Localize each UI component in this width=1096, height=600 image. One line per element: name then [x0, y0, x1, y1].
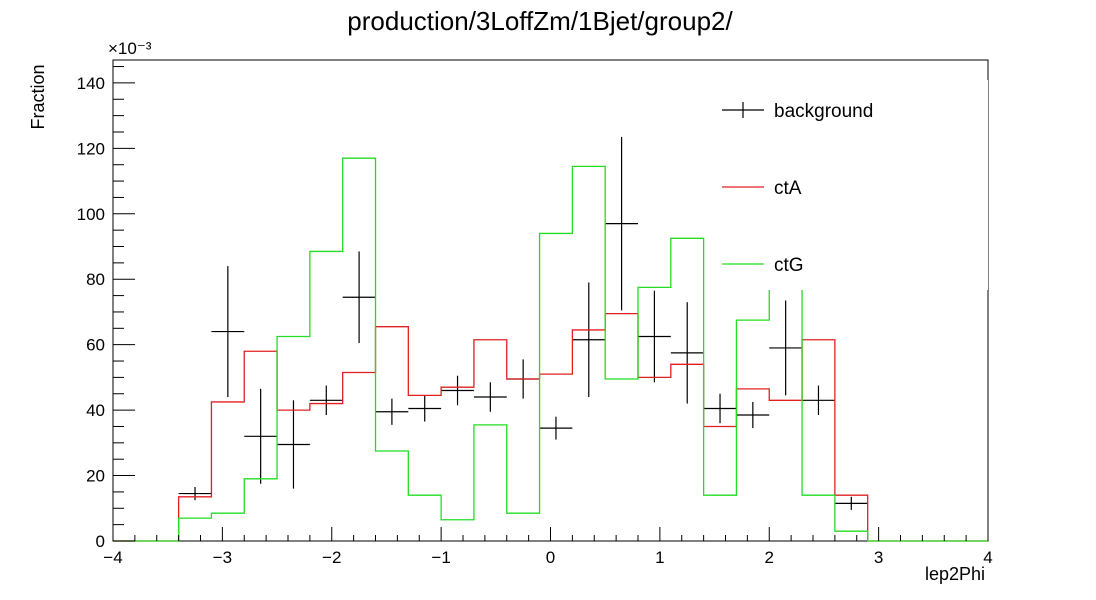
legend-label: ctA: [774, 178, 802, 199]
x-tick-label: 4: [983, 548, 992, 567]
series-background-point: [605, 136, 638, 311]
series-background-point: [244, 388, 278, 484]
series-background-point: [309, 385, 343, 416]
legend-label: ctG: [774, 255, 804, 276]
series-background-point: [670, 302, 704, 404]
y-tick-label: 140: [77, 74, 105, 93]
x-tick-label: −2: [322, 548, 341, 567]
y-tick-label: 0: [96, 532, 105, 551]
series-background-point: [178, 487, 212, 501]
y-tick-label: 20: [86, 467, 105, 486]
series-background-point: [441, 375, 474, 406]
series-background-point: [572, 282, 606, 398]
y-tick-label: 100: [77, 205, 105, 224]
series-background-point: [638, 290, 671, 383]
series-background-point: [408, 395, 442, 422]
y-tick-label: 80: [86, 270, 105, 289]
series-background-point: [342, 251, 376, 344]
y-tick-label: 60: [86, 336, 105, 355]
x-tick-label: −4: [103, 548, 122, 567]
series-background-point: [736, 401, 770, 429]
series-background-point: [703, 393, 737, 424]
x-axis-label: lep2Phi: [925, 564, 985, 584]
series-background-point: [473, 382, 507, 412]
series-background-point: [834, 496, 868, 510]
x-tick-label: −1: [431, 548, 450, 567]
y-axis-exponent: ×10⁻³: [108, 39, 152, 58]
series-background-point: [277, 400, 310, 489]
legend-box: [708, 80, 988, 290]
series-background-point: [802, 385, 835, 416]
x-tick-label: 2: [765, 548, 774, 567]
legend-item-cta: ctA: [722, 178, 802, 199]
y-tick-label: 120: [77, 139, 105, 158]
y-tick-label: 40: [86, 401, 105, 420]
chart-title: production/3LoffZm/1Bjet/group2/: [347, 6, 733, 36]
series-background-point: [539, 416, 573, 440]
x-tick-label: −3: [213, 548, 232, 567]
series-background-point: [211, 266, 245, 398]
y-axis-label: Fraction: [28, 64, 48, 129]
legend-label: background: [774, 101, 873, 122]
legend: background ctA ctG: [708, 80, 988, 290]
legend-item-ctg: ctG: [722, 255, 804, 276]
series-background-point: [375, 398, 409, 425]
x-tick-label: 1: [655, 548, 664, 567]
legend-item-background: background: [722, 101, 873, 122]
x-tick-label: 3: [874, 548, 883, 567]
x-tick-label: 0: [546, 548, 555, 567]
series-background-point: [769, 300, 803, 396]
